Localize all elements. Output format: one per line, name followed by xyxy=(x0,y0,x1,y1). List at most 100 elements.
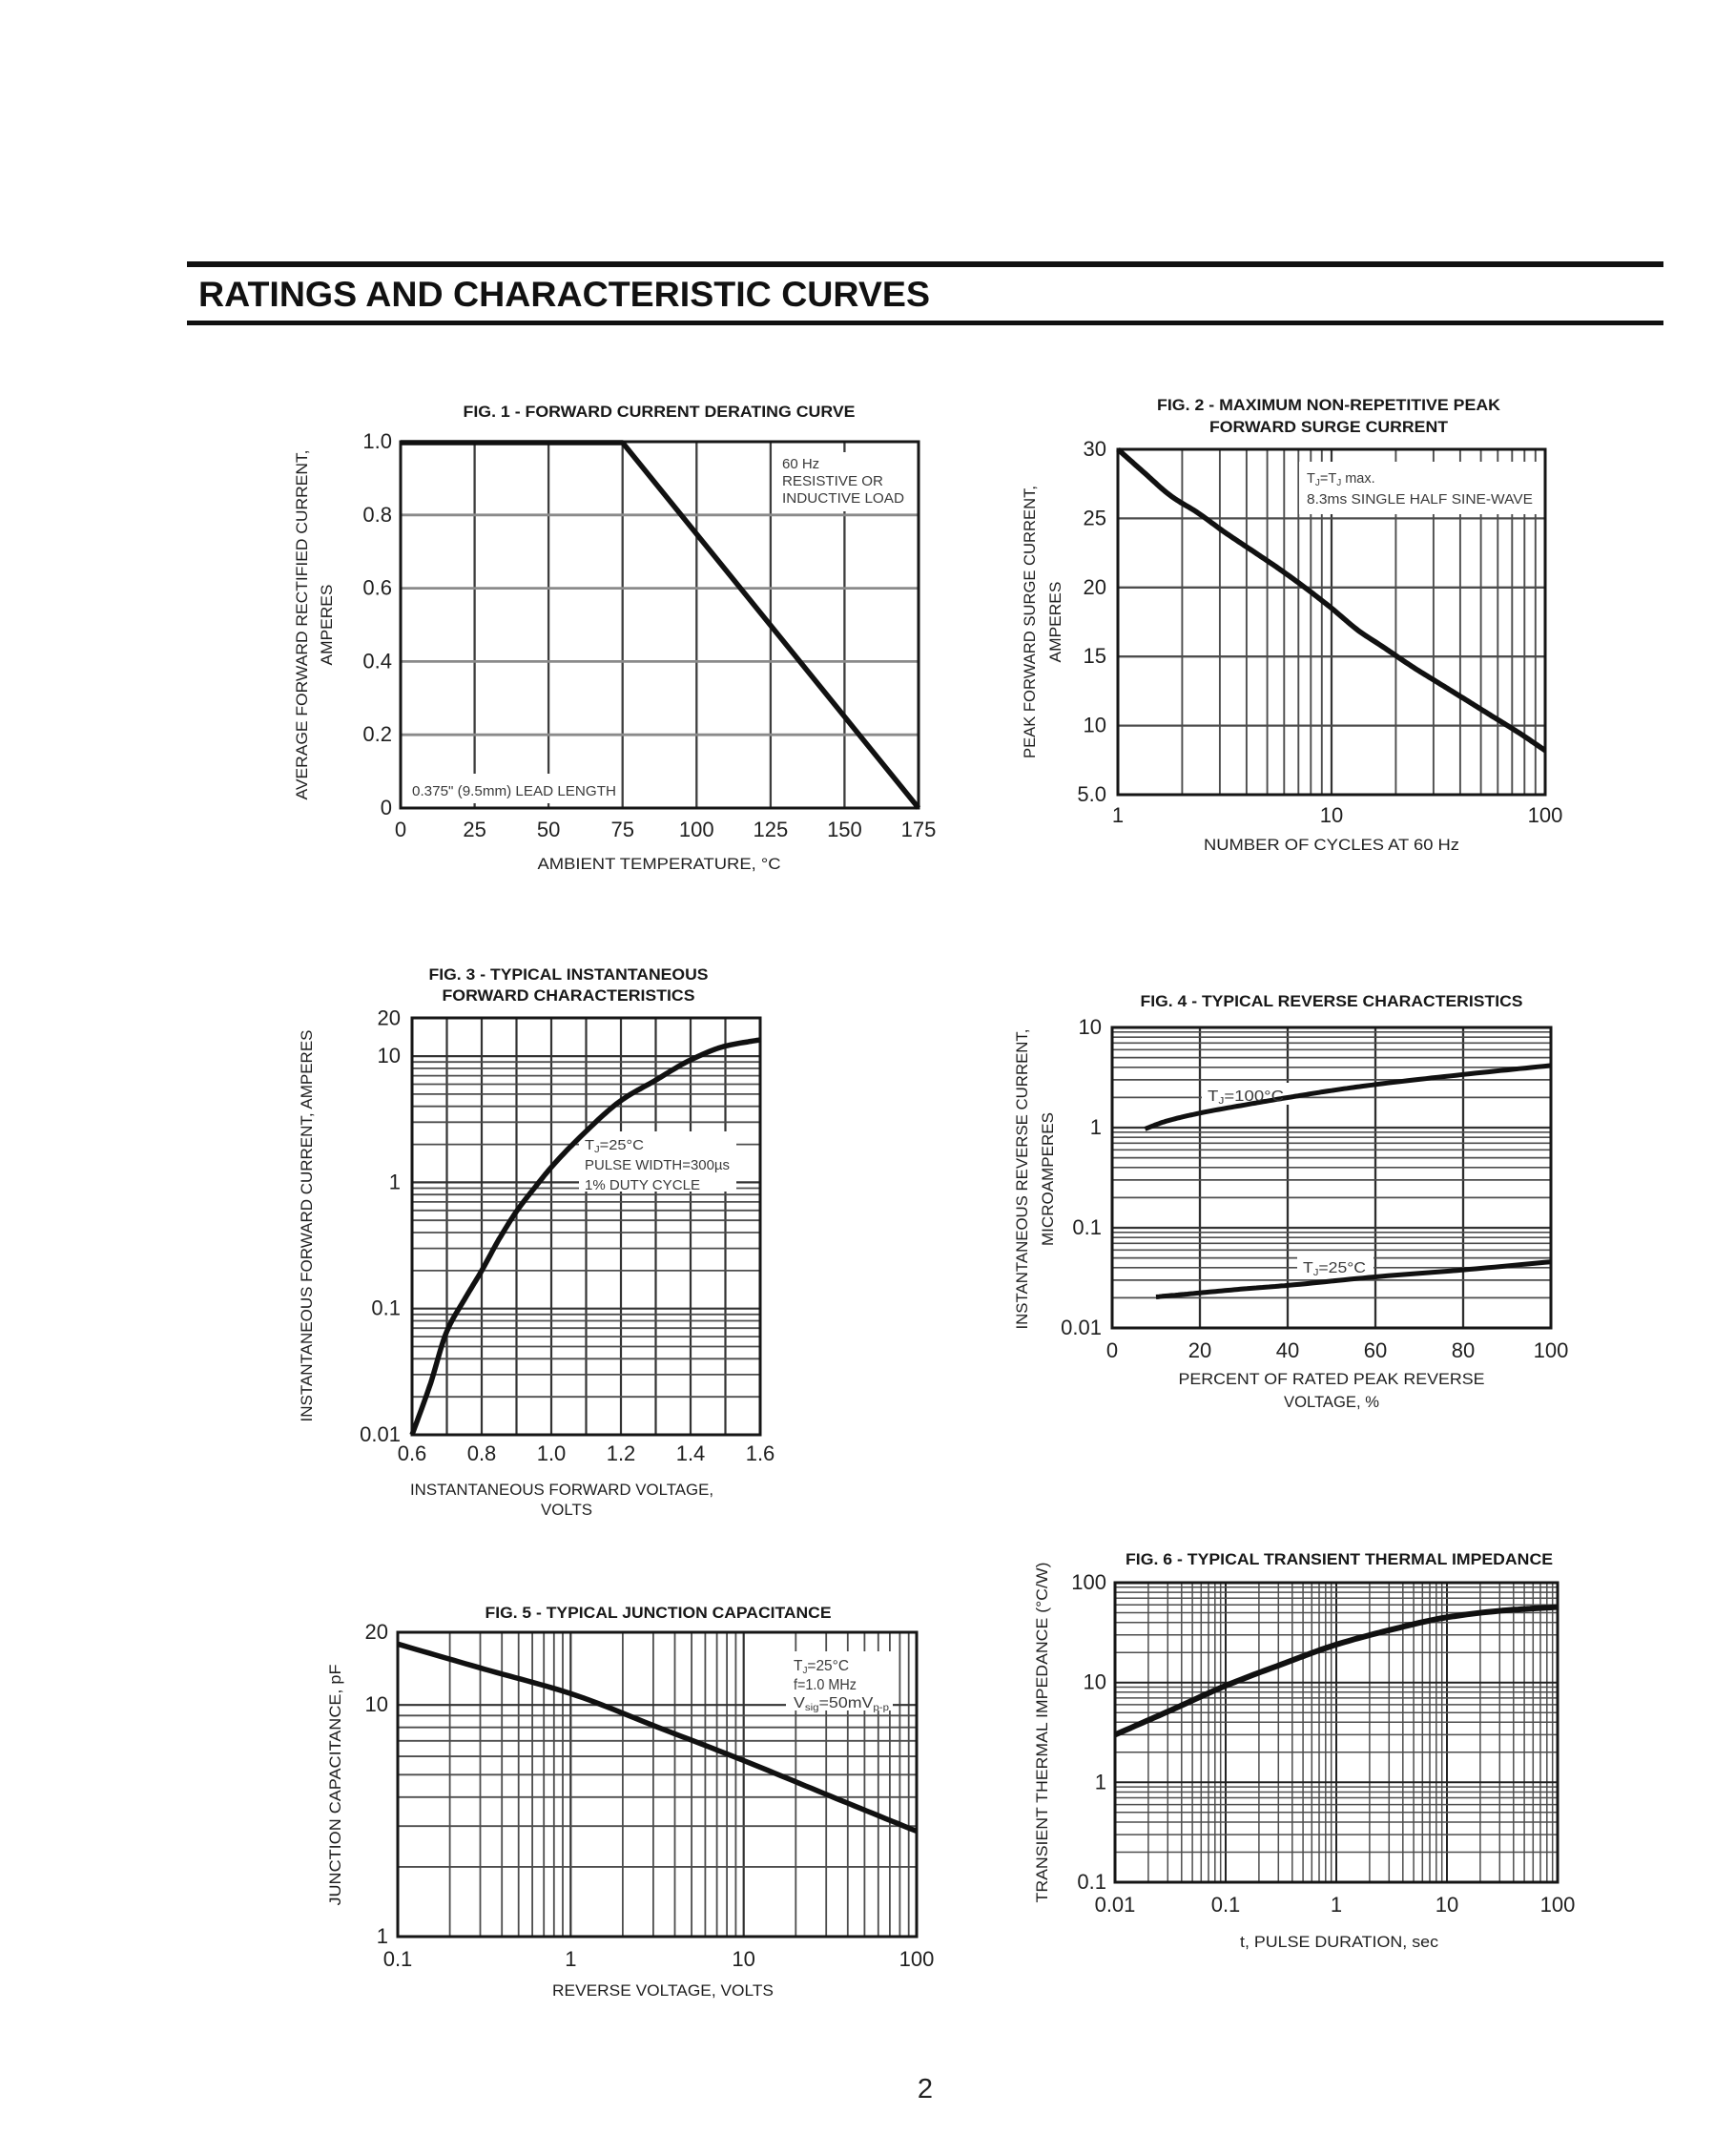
svg-text:1: 1 xyxy=(1095,1770,1106,1793)
svg-text:10: 10 xyxy=(1320,803,1343,827)
svg-text:10: 10 xyxy=(1084,714,1106,737)
svg-text:100: 100 xyxy=(1534,1338,1569,1362)
svg-text:FIG. 5 - TYPICAL JUNCTION CAPA: FIG. 5 - TYPICAL JUNCTION CAPACITANCE xyxy=(485,1604,832,1622)
svg-text:0: 0 xyxy=(381,796,392,819)
svg-text:100: 100 xyxy=(1071,1570,1106,1594)
svg-text:NUMBER OF CYCLES AT 60 Hz: NUMBER OF CYCLES AT 60 Hz xyxy=(1204,836,1459,854)
svg-text:FORWARD CHARACTERISTICS: FORWARD CHARACTERISTICS xyxy=(443,986,695,1005)
svg-text:10: 10 xyxy=(732,1947,754,1971)
svg-text:125: 125 xyxy=(753,818,788,841)
svg-text:0.2: 0.2 xyxy=(362,722,392,746)
svg-text:10: 10 xyxy=(1084,1670,1106,1694)
svg-text:1: 1 xyxy=(1331,1893,1342,1917)
svg-text:VOLTS: VOLTS xyxy=(541,1501,592,1519)
svg-text:REVERSE VOLTAGE, VOLTS: REVERSE VOLTAGE, VOLTS xyxy=(552,1981,774,2000)
svg-text:0.01: 0.01 xyxy=(360,1422,401,1446)
svg-text:2: 2 xyxy=(918,2074,933,2104)
svg-text:5.0: 5.0 xyxy=(1077,782,1106,806)
svg-text:RESISTIVE OR: RESISTIVE OR xyxy=(782,473,883,489)
svg-text:20: 20 xyxy=(1188,1338,1211,1362)
svg-text:FIG. 2 - MAXIMUM NON-REPETITIV: FIG. 2 - MAXIMUM NON-REPETITIVE PEAK xyxy=(1157,396,1501,414)
svg-text:100: 100 xyxy=(899,1947,935,1971)
svg-text:TJ​=25°C: TJ​=25°C xyxy=(585,1138,644,1155)
svg-text:10: 10 xyxy=(365,1692,388,1716)
svg-text:175: 175 xyxy=(901,818,937,841)
svg-text:1.0: 1.0 xyxy=(537,1441,567,1465)
svg-text:TRANSIENT THERMAL IMPEDANCE (°: TRANSIENT THERMAL IMPEDANCE (°C/W) xyxy=(1033,1563,1051,1903)
svg-text:0.1: 0.1 xyxy=(371,1296,401,1320)
svg-text:JUNCTION CAPACITANCE, pF: JUNCTION CAPACITANCE, pF xyxy=(326,1665,344,1906)
svg-text:30: 30 xyxy=(1084,437,1106,461)
svg-text:20: 20 xyxy=(365,1620,388,1644)
svg-text:100: 100 xyxy=(679,818,714,841)
svg-text:1.2: 1.2 xyxy=(607,1441,636,1465)
svg-text:MICROAMPERES: MICROAMPERES xyxy=(1039,1112,1057,1246)
svg-text:50: 50 xyxy=(537,818,560,841)
svg-text:TJ​=TJ​ max.: TJ​=TJ​ max. xyxy=(1307,471,1375,488)
svg-text:10: 10 xyxy=(1079,1015,1102,1039)
svg-text:0: 0 xyxy=(395,818,406,841)
svg-text:1.4: 1.4 xyxy=(676,1441,706,1465)
svg-text:25: 25 xyxy=(1084,506,1106,529)
svg-text:PERCENT OF RATED PEAK REVERSE: PERCENT OF RATED PEAK REVERSE xyxy=(1179,1370,1485,1388)
svg-text:20: 20 xyxy=(1084,575,1106,599)
svg-text:1: 1 xyxy=(389,1170,401,1193)
svg-text:8.3ms SINGLE HALF SINE-WAVE: 8.3ms SINGLE HALF SINE-WAVE xyxy=(1307,492,1533,508)
svg-text:AVERAGE FORWARD RECTIFIED CURR: AVERAGE FORWARD RECTIFIED CURRENT, xyxy=(293,450,311,800)
svg-text:0.1: 0.1 xyxy=(1211,1893,1241,1917)
svg-text:f=1.0 MHz: f=1.0 MHz xyxy=(794,1677,857,1693)
svg-text:60: 60 xyxy=(1364,1338,1387,1362)
svg-text:INSTANTANEOUS FORWARD VOLTAGE,: INSTANTANEOUS FORWARD VOLTAGE, xyxy=(410,1481,713,1499)
svg-text:0.6: 0.6 xyxy=(398,1441,427,1465)
svg-text:0.1: 0.1 xyxy=(1072,1215,1102,1239)
svg-text:FIG. 6 - TYPICAL TRANSIENT THE: FIG. 6 - TYPICAL TRANSIENT THERMAL IMPED… xyxy=(1126,1550,1553,1568)
svg-text:1% DUTY CYCLE: 1% DUTY CYCLE xyxy=(585,1178,700,1193)
svg-text:100: 100 xyxy=(1528,803,1563,827)
svg-text:20: 20 xyxy=(378,1005,401,1029)
svg-text:FIG. 4 - TYPICAL REVERSE CHARA: FIG. 4 - TYPICAL REVERSE CHARACTERISTICS xyxy=(1141,992,1523,1010)
svg-text:100: 100 xyxy=(1540,1893,1576,1917)
svg-text:1.0: 1.0 xyxy=(362,429,392,453)
svg-text:10: 10 xyxy=(378,1044,401,1068)
svg-text:10: 10 xyxy=(1436,1893,1458,1917)
svg-text:0.1: 0.1 xyxy=(383,1947,413,1971)
svg-text:0.6: 0.6 xyxy=(362,576,392,600)
svg-text:1.6: 1.6 xyxy=(746,1441,775,1465)
svg-text:0: 0 xyxy=(1106,1338,1118,1362)
svg-text:VOLTAGE, %: VOLTAGE, % xyxy=(1284,1393,1379,1411)
svg-text:0.01: 0.01 xyxy=(1061,1316,1102,1339)
svg-text:80: 80 xyxy=(1452,1338,1475,1362)
svg-text:0.4: 0.4 xyxy=(362,649,392,673)
svg-text:0.375" (9.5mm) LEAD LENGTH: 0.375" (9.5mm) LEAD LENGTH xyxy=(412,783,616,799)
svg-text:FIG. 3 - TYPICAL INSTANTANEOUS: FIG. 3 - TYPICAL INSTANTANEOUS xyxy=(429,965,709,984)
svg-text:25: 25 xyxy=(463,818,485,841)
svg-text:1: 1 xyxy=(377,1924,388,1948)
svg-text:0.1: 0.1 xyxy=(1077,1870,1106,1894)
svg-text:TJ​=100°C: TJ​=100°C xyxy=(1208,1088,1284,1107)
svg-text:AMPERES: AMPERES xyxy=(1046,582,1064,663)
svg-text:0.8: 0.8 xyxy=(467,1441,497,1465)
svg-text:0.8: 0.8 xyxy=(362,503,392,527)
svg-text:FORWARD SURGE CURRENT: FORWARD SURGE CURRENT xyxy=(1209,418,1449,436)
svg-text:40: 40 xyxy=(1276,1338,1299,1362)
svg-text:1: 1 xyxy=(565,1947,576,1971)
svg-text:INDUCTIVE LOAD: INDUCTIVE LOAD xyxy=(782,490,904,507)
svg-text:INSTANTANEOUS FORWARD CURRENT,: INSTANTANEOUS FORWARD CURRENT, AMPERES xyxy=(298,1030,316,1422)
svg-text:0.01: 0.01 xyxy=(1095,1893,1136,1917)
svg-text:1: 1 xyxy=(1112,803,1124,827)
svg-text:PULSE WIDTH=300µs: PULSE WIDTH=300µs xyxy=(585,1158,730,1173)
svg-text:FIG. 1 - FORWARD CURRENT DERAT: FIG. 1 - FORWARD CURRENT DERATING CURVE xyxy=(464,403,856,421)
svg-text:PEAK FORWARD SURGE CURRENT,: PEAK FORWARD SURGE CURRENT, xyxy=(1021,486,1039,758)
svg-text:TJ​=25°C: TJ​=25°C xyxy=(1303,1260,1366,1278)
svg-text:1: 1 xyxy=(1090,1115,1102,1139)
svg-text:TJ​=25°C: TJ​=25°C xyxy=(794,1658,849,1676)
svg-text:t, PULSE DURATION, sec: t, PULSE DURATION, sec xyxy=(1240,1933,1439,1951)
svg-text:AMBIENT TEMPERATURE, °C: AMBIENT TEMPERATURE, °C xyxy=(538,855,781,873)
svg-text:75: 75 xyxy=(610,818,633,841)
svg-text:RATINGS AND CHARACTERISTIC CUR: RATINGS AND CHARACTERISTIC CURVES xyxy=(198,275,930,314)
svg-text:INSTANTANEOUS REVERSE CURRENT,: INSTANTANEOUS REVERSE CURRENT, xyxy=(1013,1029,1031,1330)
svg-text:AMPERES: AMPERES xyxy=(318,585,336,666)
svg-text:150: 150 xyxy=(827,818,862,841)
svg-text:60 Hz: 60 Hz xyxy=(782,456,819,472)
svg-text:15: 15 xyxy=(1084,644,1106,668)
